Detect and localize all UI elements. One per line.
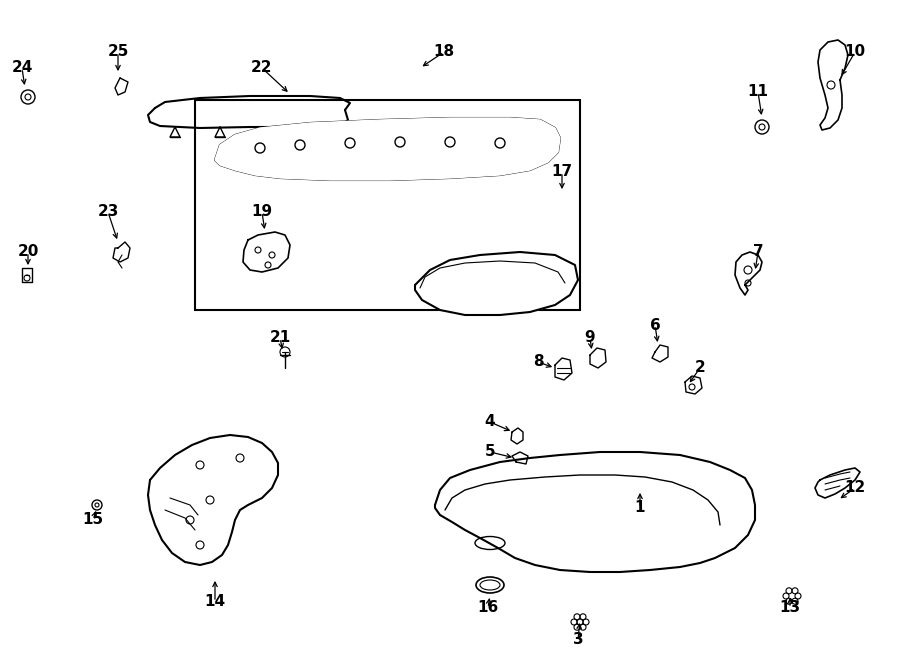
Polygon shape (215, 118, 560, 180)
Text: 16: 16 (477, 600, 499, 615)
Polygon shape (148, 435, 278, 565)
Text: 14: 14 (204, 594, 226, 609)
Polygon shape (415, 252, 578, 315)
Text: 17: 17 (552, 165, 572, 180)
Text: 19: 19 (251, 204, 273, 219)
Text: 13: 13 (779, 600, 801, 615)
Text: 1: 1 (634, 500, 645, 516)
Text: 20: 20 (17, 245, 39, 260)
Text: 23: 23 (97, 204, 119, 219)
Text: 11: 11 (748, 85, 769, 100)
Polygon shape (435, 452, 755, 572)
Text: 18: 18 (434, 44, 454, 59)
Bar (195, 100, 580, 310)
Text: 6: 6 (650, 317, 661, 332)
Text: 12: 12 (844, 481, 866, 496)
Text: 8: 8 (533, 354, 544, 369)
Text: 7: 7 (752, 245, 763, 260)
Text: 22: 22 (251, 61, 273, 75)
Text: 5: 5 (485, 444, 495, 459)
Text: 2: 2 (695, 360, 706, 375)
Text: 15: 15 (83, 512, 104, 527)
Text: 9: 9 (585, 330, 595, 346)
Text: 3: 3 (572, 633, 583, 648)
Text: 4: 4 (485, 414, 495, 430)
Text: 21: 21 (269, 330, 291, 346)
Text: 10: 10 (844, 44, 866, 59)
Text: 25: 25 (107, 44, 129, 59)
Text: 24: 24 (12, 61, 32, 75)
